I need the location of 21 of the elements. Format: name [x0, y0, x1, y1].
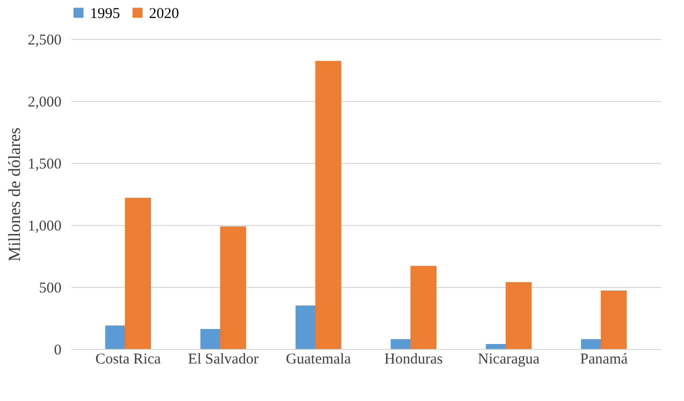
bar — [506, 282, 532, 349]
legend-label: 2020 — [149, 6, 179, 22]
y-tick-label: 0 — [54, 342, 62, 358]
x-tick-label: Panamá — [580, 352, 628, 368]
x-tick-label: Costa Rica — [95, 352, 162, 368]
y-axis-title: Millones de dólares — [4, 127, 24, 262]
y-tick-label: 500 — [39, 280, 62, 296]
x-tick-label: Guatemala — [286, 352, 352, 368]
y-tick-label: 2,000 — [28, 94, 62, 110]
y-tick-label: 1,500 — [28, 156, 62, 172]
y-tick-label: 1,000 — [28, 218, 62, 234]
legend-label: 1995 — [90, 6, 120, 22]
x-tick-label: Honduras — [384, 352, 443, 368]
x-tick-label: El Salvador — [188, 352, 258, 368]
bar — [220, 226, 246, 349]
bar — [600, 290, 627, 349]
x-tick-label: Nicaragua — [478, 352, 540, 368]
bar — [410, 266, 436, 349]
y-tick-label: 2,500 — [28, 32, 62, 48]
bar — [124, 198, 151, 349]
bar — [315, 60, 342, 349]
